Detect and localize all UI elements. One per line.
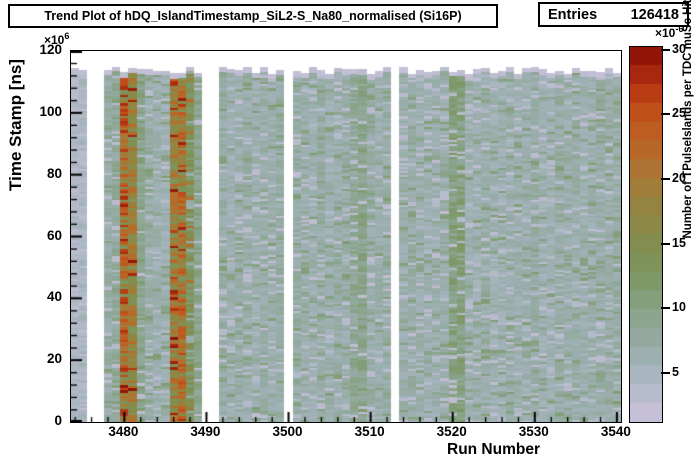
x-tick-label: 3520	[436, 424, 467, 439]
y-tick-label: 80	[46, 165, 62, 181]
y-tick-label: 60	[46, 227, 62, 243]
y-axis-exponent: ×106	[44, 31, 70, 47]
stats-box: Entries 126418	[538, 2, 689, 27]
y-tick-label: 120	[39, 42, 62, 57]
x-tick-label: 3490	[190, 424, 221, 439]
y-tick-label: 0	[54, 413, 62, 428]
x-tick-label: 3480	[108, 424, 139, 439]
x-tick-label: 3540	[600, 424, 631, 439]
colorbar-tick	[661, 307, 670, 310]
colorbar-tick	[661, 113, 670, 116]
colorbar-tick	[661, 178, 670, 181]
x-tick-label: 3500	[272, 424, 303, 439]
z-tick-label: 25	[672, 106, 686, 121]
stats-entries-value: 126418	[630, 6, 679, 23]
x-tick-label: 3510	[354, 424, 385, 439]
x-tick-label: 3530	[518, 424, 549, 439]
z-tick-label: 30	[672, 41, 686, 56]
heatmap-canvas	[70, 50, 622, 423]
y-tick-label: 40	[46, 289, 62, 305]
colorbar-tick	[661, 242, 670, 245]
z-tick-label: 15	[672, 235, 686, 250]
plot-title: Trend Plot of hDQ_IslandTimestamp_SiL2-S…	[44, 9, 462, 23]
colorbar-exponent: ×10-6	[655, 24, 684, 40]
colorbar-title: Number of TPulseIslands per TDC muSc Hit	[682, 0, 694, 239]
z-tick-label: 5	[672, 364, 679, 379]
plot-title-box: Trend Plot of hDQ_IslandTimestamp_SiL2-S…	[8, 4, 498, 28]
z-tick-label: 10	[672, 300, 686, 315]
colorbar-tick	[661, 48, 670, 51]
stats-entries-label: Entries	[548, 6, 598, 23]
colorbar-tick	[661, 371, 670, 374]
z-tick-label: 20	[672, 171, 686, 186]
x-axis-title: Run Number	[447, 441, 540, 458]
y-tick-label: 100	[39, 103, 62, 119]
colorbar-canvas	[629, 46, 663, 423]
y-tick-label: 20	[46, 351, 62, 367]
